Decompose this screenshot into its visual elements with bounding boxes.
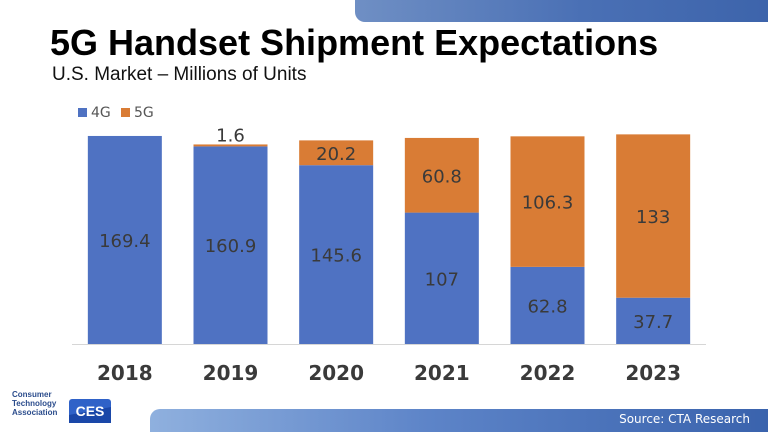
bar-5g-2023 (616, 134, 691, 298)
bar-5g-2021 (404, 137, 479, 213)
data-label-5g-2023: 133 (636, 207, 670, 228)
bar-4g-2018 (87, 135, 162, 344)
x-tick-label-2022: 2022 (520, 361, 576, 385)
bar-4g-2022 (510, 266, 585, 344)
legend-label-5g: 5G (134, 105, 154, 121)
bar-4g-2019 (193, 146, 268, 344)
logo-line-2: Technology (12, 399, 57, 408)
svg-text:CES: CES (76, 403, 105, 419)
legend-swatch-5g (121, 108, 130, 117)
x-tick-label-2018: 2018 (97, 361, 153, 385)
data-label-4g-2019: 160.9 (205, 236, 257, 257)
ces-badge-icon: CES (69, 399, 111, 423)
cta-ces-logo: Consumer Technology Association CES (12, 390, 122, 428)
data-label-5g-2020: 20.2 (316, 144, 356, 165)
x-tick-label-2023: 2023 (625, 361, 681, 385)
data-label-4g-2022: 62.8 (527, 296, 567, 317)
bar-5g-2020 (299, 140, 374, 166)
bar-5g-2022 (510, 136, 585, 267)
slide-subtitle: U.S. Market – Millions of Units (52, 64, 307, 85)
data-label-4g-2018: 169.4 (99, 231, 151, 252)
bar-4g-2023 (616, 297, 691, 344)
legend-label-4g: 4G (91, 105, 111, 121)
top-accent-band (355, 0, 768, 22)
data-label-5g-2021: 60.8 (422, 166, 462, 187)
legend-swatch-4g (78, 108, 87, 117)
bar-4g-2020 (299, 165, 374, 344)
x-tick-label-2021: 2021 (414, 361, 470, 385)
data-label-5g-2019: 1.6 (216, 125, 245, 146)
bottom-accent-band (150, 409, 768, 432)
x-tick-label-2019: 2019 (203, 361, 259, 385)
x-tick-label-2020: 2020 (308, 361, 364, 385)
source-note: Source: CTA Research (619, 412, 750, 426)
data-label-4g-2021: 107 (425, 269, 459, 290)
data-label-4g-2020: 145.6 (310, 246, 362, 267)
slide-title: 5G Handset Shipment Expectations (50, 22, 659, 63)
logo-line-3: Association (12, 408, 58, 417)
bar-5g-2019 (193, 144, 268, 147)
bar-4g-2021 (404, 212, 479, 344)
logo-wordmark: Consumer Technology Association (12, 390, 67, 417)
data-label-4g-2023: 37.7 (633, 312, 673, 333)
logo-line-1: Consumer (12, 390, 52, 399)
data-label-5g-2022: 106.3 (522, 193, 574, 214)
